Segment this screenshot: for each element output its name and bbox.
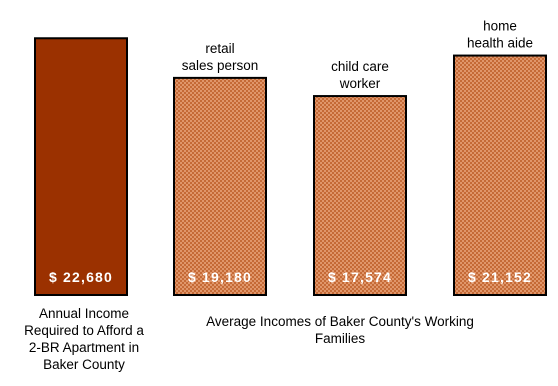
bar-1 <box>34 37 128 297</box>
bar-value-label-4: $ 21,152 <box>468 269 532 285</box>
bar-category-label-4: home health aide <box>467 19 533 51</box>
bar-category-label-2: retail sales person <box>182 41 259 73</box>
bar-2 <box>173 76 267 296</box>
bar-value-label-1: $ 22,680 <box>49 269 113 285</box>
bar-value-label-2: $ 19,180 <box>188 269 252 285</box>
bars-group <box>34 37 547 297</box>
average-incomes-caption: Average Incomes of Baker County's Workin… <box>206 314 474 346</box>
bar-3 <box>313 95 407 296</box>
bar-value-label-3: $ 17,574 <box>328 269 392 285</box>
labels-group: $ 22,680 $ 19,180 retail sales person $ 17,5… <box>49 19 533 285</box>
bar-4 <box>453 54 547 297</box>
required-income-caption: Annual Income Required to Afford a 2-BR … <box>24 306 144 372</box>
bar-category-label-3: child care worker <box>331 59 389 91</box>
